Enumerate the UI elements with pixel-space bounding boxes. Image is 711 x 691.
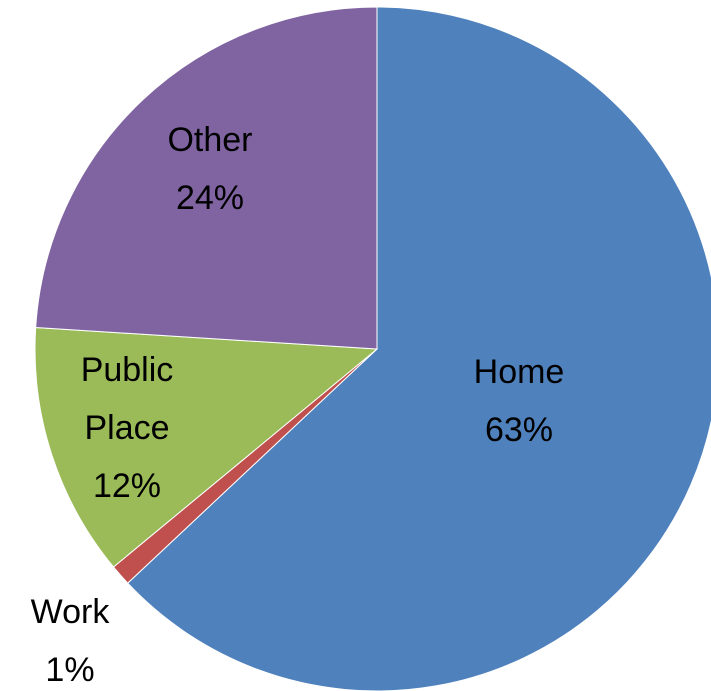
category-label: Public Place bbox=[80, 351, 174, 447]
slice-label: Public Place 12% bbox=[62, 341, 192, 515]
slice-label: Home 63% bbox=[419, 343, 619, 459]
pie-slice bbox=[34, 326, 379, 568]
value-label: 12% bbox=[92, 467, 162, 505]
pie-slice bbox=[126, 6, 711, 691]
pie-slice bbox=[35, 6, 378, 350]
category-label: Work bbox=[30, 593, 110, 631]
category-label: Home bbox=[473, 353, 565, 391]
category-label: Other bbox=[167, 121, 253, 159]
slice-label: Other 24% bbox=[130, 111, 290, 227]
value-label: 1% bbox=[45, 651, 95, 689]
slice-label: Work 1% bbox=[0, 583, 140, 691]
value-label: 24% bbox=[175, 179, 245, 217]
value-label: 63% bbox=[484, 411, 554, 449]
